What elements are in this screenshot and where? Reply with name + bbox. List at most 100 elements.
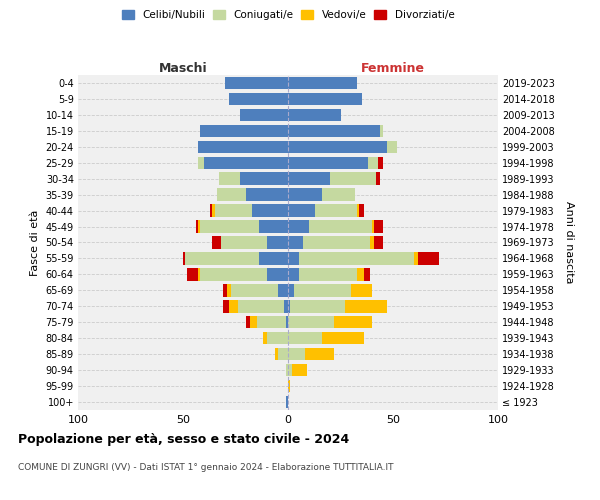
Bar <box>286 396 288 408</box>
Bar <box>232 284 277 296</box>
Bar <box>292 364 307 376</box>
Bar <box>358 268 364 280</box>
Bar <box>359 204 364 217</box>
Bar <box>240 172 288 185</box>
Bar <box>322 332 364 344</box>
Bar <box>290 300 345 312</box>
Y-axis label: Fasce di età: Fasce di età <box>30 210 40 276</box>
Bar <box>288 380 290 392</box>
Bar <box>263 332 267 344</box>
Bar <box>299 252 414 264</box>
Bar <box>187 268 198 280</box>
Bar <box>198 220 200 233</box>
Bar <box>330 172 376 185</box>
Bar <box>198 140 288 153</box>
Bar <box>364 268 370 280</box>
Bar <box>288 220 309 233</box>
Bar <box>288 204 316 217</box>
Text: Femmine: Femmine <box>361 62 425 75</box>
Bar <box>358 204 359 217</box>
Bar <box>217 188 246 201</box>
Bar <box>267 236 288 248</box>
Bar <box>288 300 290 312</box>
Bar <box>215 204 252 217</box>
Bar <box>288 364 292 376</box>
Bar <box>196 220 198 233</box>
Bar <box>387 140 397 153</box>
Bar <box>200 124 288 137</box>
Bar <box>288 252 299 264</box>
Bar <box>223 300 229 312</box>
Bar <box>305 348 334 360</box>
Bar <box>374 220 383 233</box>
Bar <box>252 204 288 217</box>
Bar <box>288 236 303 248</box>
Bar <box>277 348 288 360</box>
Bar <box>223 284 227 296</box>
Bar <box>288 140 387 153</box>
Bar <box>414 252 418 264</box>
Bar <box>183 252 185 264</box>
Bar <box>257 316 286 328</box>
Bar <box>286 316 288 328</box>
Bar <box>295 284 351 296</box>
Bar <box>288 92 361 105</box>
Bar <box>286 364 288 376</box>
Bar <box>250 316 257 328</box>
Bar <box>372 220 374 233</box>
Bar <box>267 332 288 344</box>
Bar <box>288 316 334 328</box>
Bar <box>316 204 358 217</box>
Text: COMUNE DI ZUNGRI (VV) - Dati ISTAT 1° gennaio 2024 - Elaborazione TUTTITALIA.IT: COMUNE DI ZUNGRI (VV) - Dati ISTAT 1° ge… <box>18 462 394 471</box>
Bar <box>380 124 383 137</box>
Bar <box>379 156 383 169</box>
Bar <box>229 300 238 312</box>
Bar <box>288 124 380 137</box>
Bar <box>259 252 288 264</box>
Legend: Celibi/Nubili, Coniugati/e, Vedovi/e, Divorziati/e: Celibi/Nubili, Coniugati/e, Vedovi/e, Di… <box>122 10 454 20</box>
Bar <box>200 220 259 233</box>
Bar <box>288 156 368 169</box>
Bar <box>212 236 221 248</box>
Bar <box>334 316 372 328</box>
Bar <box>197 156 204 169</box>
Bar <box>218 172 240 185</box>
Bar <box>259 220 288 233</box>
Bar <box>288 108 341 121</box>
Bar <box>227 284 232 296</box>
Bar <box>210 204 212 217</box>
Bar <box>225 77 288 89</box>
Bar <box>288 188 322 201</box>
Bar <box>288 284 295 296</box>
Y-axis label: Anni di nascita: Anni di nascita <box>565 201 574 284</box>
Bar <box>238 300 284 312</box>
Bar <box>322 188 355 201</box>
Bar <box>418 252 439 264</box>
Text: Maschi: Maschi <box>158 62 208 75</box>
Bar <box>246 188 288 201</box>
Bar <box>185 252 259 264</box>
Bar <box>374 236 383 248</box>
Bar <box>376 172 380 185</box>
Bar <box>370 236 374 248</box>
Bar <box>345 300 387 312</box>
Bar <box>275 348 277 360</box>
Bar <box>299 268 358 280</box>
Bar <box>351 284 372 296</box>
Bar <box>288 348 305 360</box>
Bar <box>309 220 372 233</box>
Bar <box>246 316 250 328</box>
Bar <box>288 332 322 344</box>
Bar <box>284 300 288 312</box>
Bar <box>212 204 215 217</box>
Bar <box>288 172 330 185</box>
Bar <box>204 156 288 169</box>
Bar <box>267 268 288 280</box>
Bar <box>368 156 379 169</box>
Bar <box>288 77 358 89</box>
Bar <box>277 284 288 296</box>
Bar <box>240 108 288 121</box>
Bar <box>221 236 267 248</box>
Bar <box>229 92 288 105</box>
Bar <box>200 268 267 280</box>
